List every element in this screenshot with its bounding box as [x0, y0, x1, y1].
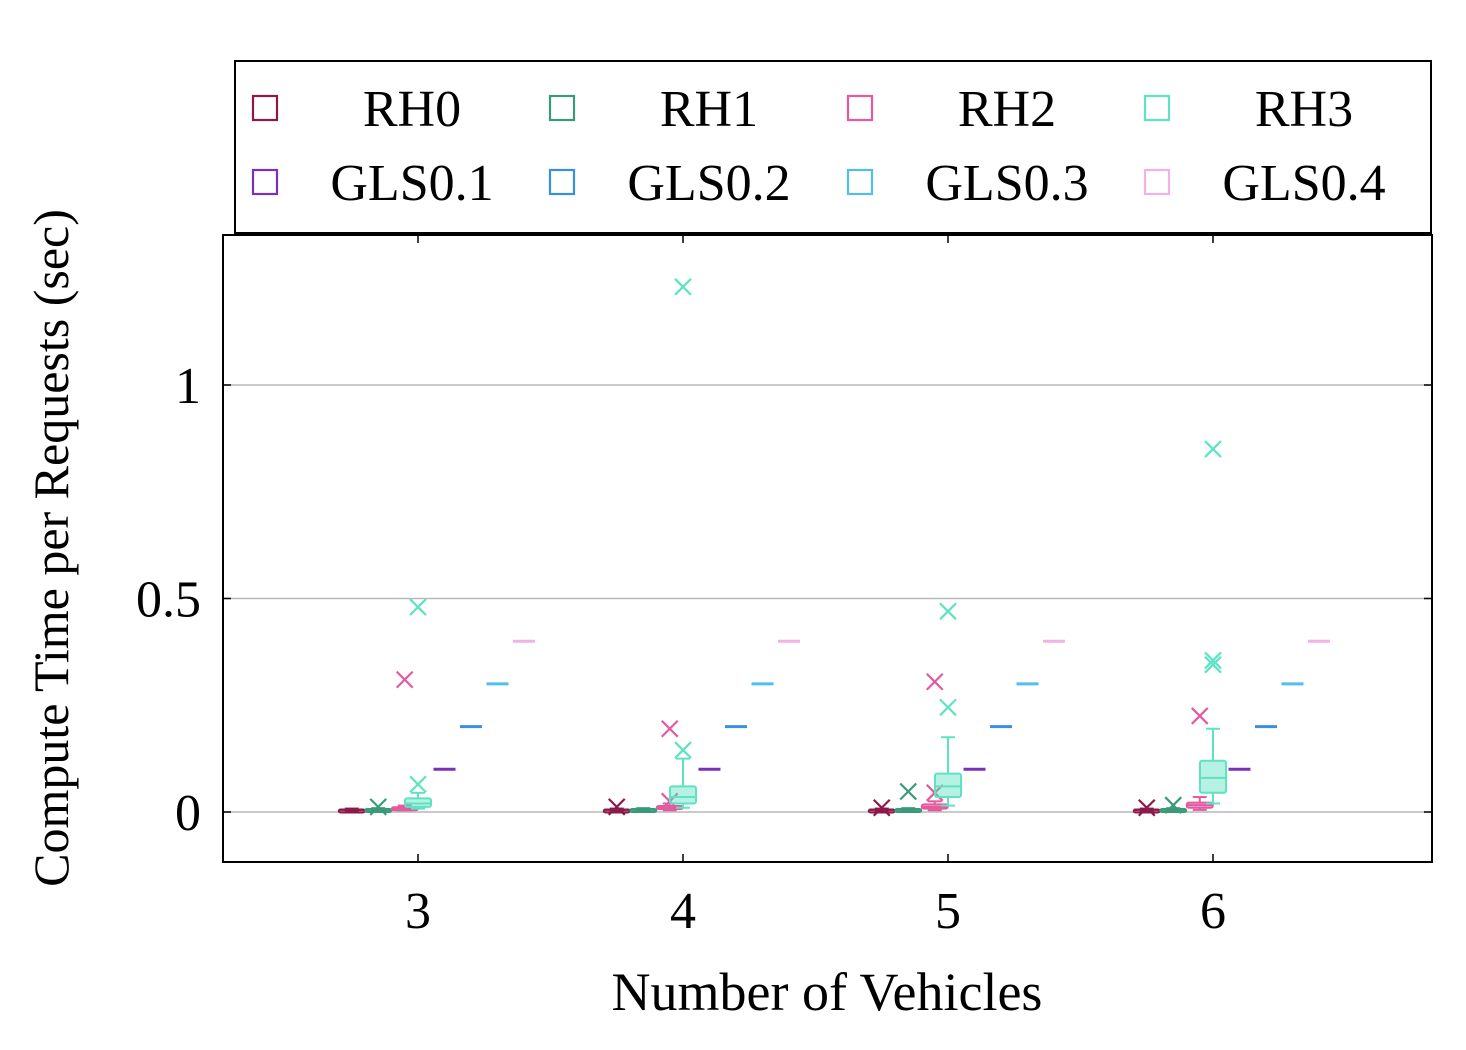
y-tick-label: 0.5	[136, 572, 201, 629]
outlier-marker	[872, 798, 891, 817]
box-rh3-4	[669, 278, 697, 809]
outlier-stroke	[395, 670, 414, 689]
series-rh2	[390, 670, 1214, 812]
box-body	[934, 772, 962, 799]
outlier-stroke	[1190, 707, 1209, 725]
outlier-marker	[939, 698, 957, 717]
box-rh3-5	[934, 602, 962, 807]
series-rh0	[337, 798, 1161, 817]
outlier-stroke	[369, 798, 388, 816]
legend-label-rh2: RH2	[958, 81, 1056, 138]
plot-marks	[337, 278, 1330, 817]
outlier-stroke	[660, 719, 679, 738]
y-tick-label: 0	[175, 785, 201, 842]
x-tick-label: 4	[670, 883, 696, 940]
box-rh3-3	[404, 598, 432, 810]
outlier-stroke	[925, 672, 944, 691]
outlier-marker	[660, 719, 679, 738]
outlier-marker	[925, 672, 944, 691]
legend: RH0 RH1 RH2 RH3 GLS0.1 GLS0.2 GLS0.3 GLS0.4	[234, 60, 1432, 234]
outlier-stroke	[1204, 651, 1222, 670]
series-rh3	[404, 278, 1227, 810]
legend-swatch-gls0-2	[548, 168, 576, 196]
plot-frame	[222, 234, 1433, 863]
outlier-marker	[369, 798, 388, 816]
box-rh0-4	[602, 798, 631, 816]
outlier-marker	[1204, 655, 1222, 674]
box-body	[1199, 759, 1227, 794]
outlier-stroke	[409, 775, 427, 794]
legend-label-gls0-2: GLS0.2	[627, 155, 790, 212]
legend-swatch-gls0-3	[846, 168, 874, 196]
legend-label-gls0-1: GLS0.1	[330, 155, 493, 212]
grid-lines	[223, 384, 1432, 813]
legend-swatch-gls0-1	[251, 168, 279, 196]
axes: 0 0.5 1 3 4 5 6	[136, 235, 1432, 940]
outlier-marker	[1137, 798, 1156, 817]
outlier-stroke	[1204, 655, 1222, 674]
legend-label-rh1: RH1	[660, 81, 758, 138]
outlier-stroke	[939, 698, 957, 717]
box-rh0-3	[337, 807, 366, 814]
outlier-stroke	[939, 602, 957, 621]
outlier-stroke	[899, 782, 918, 801]
outlier-stroke	[409, 598, 427, 616]
outlier-stroke	[872, 798, 891, 817]
outlier-stroke	[1164, 796, 1183, 814]
outlier-marker	[409, 775, 427, 794]
box-rh1-5	[894, 782, 923, 814]
outlier-stroke	[674, 278, 692, 296]
outlier-marker	[674, 278, 692, 296]
box-rh1-4	[629, 807, 658, 814]
legend-swatch-rh0	[251, 94, 279, 122]
legend-frame	[234, 60, 1432, 234]
y-tick-label: 1	[175, 358, 201, 415]
y-axis-label: Compute Time per Requests (sec)	[23, 209, 79, 887]
outlier-marker	[1204, 440, 1222, 458]
outlier-stroke	[674, 741, 692, 759]
outlier-marker	[395, 670, 414, 689]
outlier-marker	[1190, 707, 1209, 725]
x-axis-label: Number of Vehicles	[612, 962, 1043, 1022]
outlier-marker	[607, 798, 626, 816]
outlier-marker	[939, 602, 957, 621]
legend-swatch-rh2	[846, 94, 874, 122]
legend-label-rh0: RH0	[363, 81, 461, 138]
outlier-marker	[1204, 651, 1222, 670]
x-tick-label: 6	[1200, 883, 1226, 940]
box-rh0-5	[867, 798, 896, 817]
outlier-stroke	[607, 798, 626, 816]
outlier-marker	[409, 598, 427, 616]
legend-label-gls0-3: GLS0.3	[925, 155, 1088, 212]
legend-swatch-gls0-4	[1143, 168, 1171, 196]
x-tick-label: 5	[935, 883, 961, 940]
box-rh3-6	[1199, 440, 1227, 805]
box-rh2-6	[1185, 707, 1214, 811]
legend-swatch-rh1	[548, 94, 576, 122]
legend-swatch-rh3	[1143, 94, 1171, 122]
box-rh1-6	[1159, 796, 1188, 814]
outlier-marker	[899, 782, 918, 801]
box-rh1-3	[364, 798, 393, 816]
outlier-marker	[674, 741, 692, 759]
outlier-stroke	[1137, 798, 1156, 817]
legend-label-gls0-4: GLS0.4	[1222, 155, 1385, 212]
box-body	[669, 785, 697, 805]
series-rh1	[364, 782, 1188, 816]
x-tick-label: 3	[405, 883, 431, 940]
outlier-stroke	[1204, 440, 1222, 458]
outlier-marker	[1164, 796, 1183, 814]
legend-label-rh3: RH3	[1255, 81, 1353, 138]
box-rh0-6	[1132, 798, 1161, 817]
